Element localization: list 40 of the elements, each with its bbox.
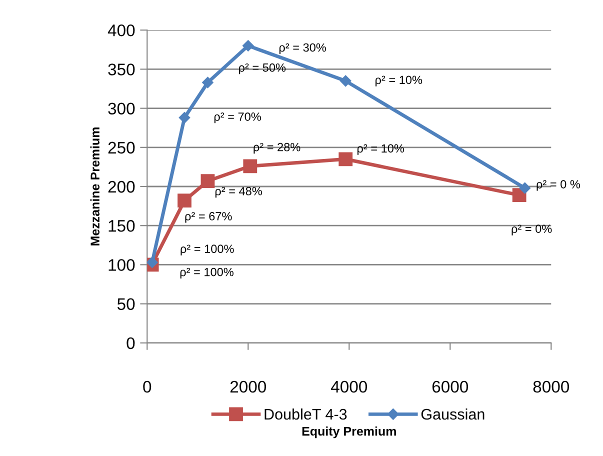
annotation: ρ² = 67% [185, 212, 232, 223]
point [519, 182, 530, 194]
point [338, 152, 353, 166]
annotation: ρ² = 28% [254, 142, 300, 154]
point [200, 174, 215, 188]
point [243, 159, 258, 174]
x-tick-label: 0 [143, 380, 152, 393]
y-tick-label: 200 [108, 180, 135, 193]
annotation: ρ² = 10% [376, 76, 422, 86]
point [242, 40, 254, 52]
y-tick-label: 0 [126, 337, 135, 350]
annotation: ρ² = 50% [239, 63, 286, 74]
annotation: ρ² = 48% [215, 186, 262, 198]
annotation: ρ² = 30% [279, 43, 326, 54]
point [340, 75, 352, 87]
point [202, 76, 214, 88]
x-tick-label: 2000 [230, 380, 266, 393]
x-axis-title: Equity Premium [302, 426, 396, 438]
y-tick-label: 100 [108, 259, 135, 271]
legend-label: Gaussian [421, 408, 484, 420]
y-tick-label: 150 [108, 220, 135, 232]
annotation: ρ² = 70% [214, 112, 261, 124]
annotation: ρ² = 10% [357, 144, 404, 155]
point [147, 256, 158, 268]
legend-label: DoubleT 4-3 [264, 408, 347, 420]
x-tick-label: 4000 [330, 380, 368, 393]
annotation: ρ² = 0 % [536, 180, 580, 191]
y-tick-label: 350 [108, 64, 135, 76]
y-axis-title: Mezzanine Premium [90, 128, 100, 246]
y-tick-label: 250 [108, 142, 135, 154]
annotation: ρ² = 100% [180, 244, 234, 256]
annotation: ρ² = 100% [180, 268, 234, 279]
y-tick-label: 300 [108, 102, 135, 115]
y-tick-label: 50 [117, 298, 135, 310]
point [178, 194, 192, 208]
x-tick-label: 6000 [432, 380, 468, 393]
y-tick-label: 400 [108, 24, 135, 36]
point [178, 112, 190, 124]
x-tick-label: 8000 [533, 380, 570, 393]
annotation: ρ² = 0% [512, 224, 552, 236]
